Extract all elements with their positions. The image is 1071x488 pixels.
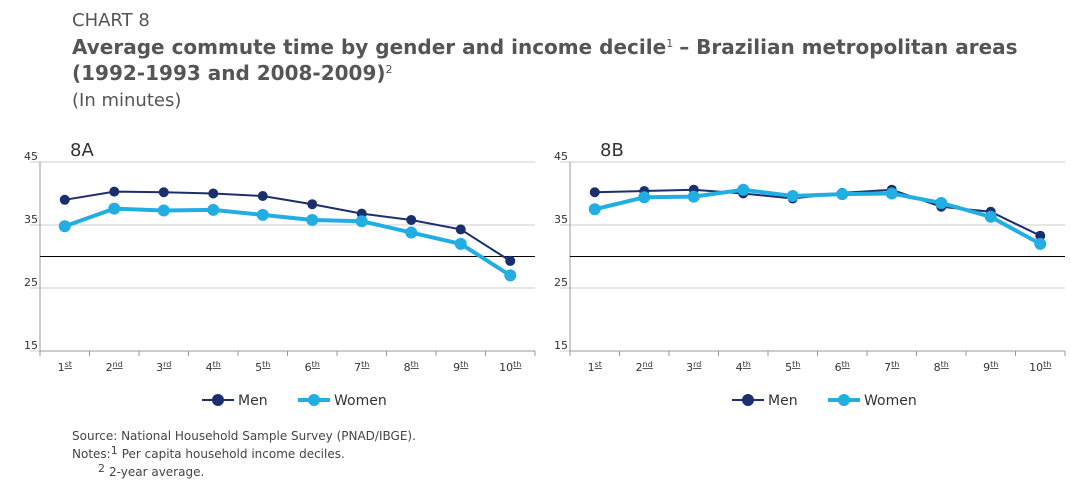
series-line xyxy=(64,206,512,278)
point xyxy=(885,187,898,200)
unit: (In minutes) xyxy=(72,90,181,111)
title-note: 1 xyxy=(666,37,673,50)
title-note: 2 xyxy=(386,63,393,76)
legend-label: Women xyxy=(334,393,387,409)
x-tick-label: 5th xyxy=(255,360,270,374)
x-tick-label: 6th xyxy=(305,360,320,374)
x-tick-label: 3rd xyxy=(156,360,171,374)
y-tick-label: 35 xyxy=(24,213,38,226)
x-tick-label: 1st xyxy=(588,360,602,374)
y-tick-label: 15 xyxy=(554,339,568,352)
point xyxy=(504,269,517,282)
legend-swatch xyxy=(742,394,754,406)
x-tick-label: 10th xyxy=(1029,360,1051,374)
y-tick-label: 25 xyxy=(554,276,568,289)
point xyxy=(455,224,466,235)
title-text: – Brazilian metropolitan areas xyxy=(679,35,1017,59)
x-tick-label: 2nd xyxy=(636,360,653,374)
point xyxy=(454,237,467,250)
point xyxy=(208,188,219,199)
x-tick-label: 3rd xyxy=(686,360,701,374)
note: 2-year average. xyxy=(109,465,204,479)
point xyxy=(786,190,799,203)
point xyxy=(588,203,601,216)
x-tick-label: 5th xyxy=(785,360,800,374)
point xyxy=(109,186,120,197)
series-line xyxy=(64,190,511,262)
legend-swatch xyxy=(212,394,224,406)
y-tick-label: 15 xyxy=(24,339,38,352)
point xyxy=(157,204,170,217)
note-mark: 2 xyxy=(98,462,105,475)
x-tick-label: 8th xyxy=(934,360,949,374)
legend-label: Men xyxy=(238,393,268,409)
source: Source: National Household Sample Survey… xyxy=(72,429,416,443)
title-text: (1992-1993 and 2008-2009) xyxy=(72,61,386,85)
point xyxy=(307,199,318,210)
y-tick-label: 35 xyxy=(554,213,568,226)
x-tick-label: 7th xyxy=(884,360,899,374)
point xyxy=(256,208,269,221)
point xyxy=(638,191,651,204)
x-tick-label: 9th xyxy=(453,360,468,374)
point xyxy=(158,187,169,198)
chart-title: (1992-1993 and 2008-2009)2 xyxy=(72,61,393,85)
chart-title: Average commute time by gender and incom… xyxy=(72,35,1018,59)
point xyxy=(58,220,71,233)
point xyxy=(836,188,849,201)
panel-title: 8B xyxy=(600,140,624,161)
y-tick-label: 45 xyxy=(554,150,568,163)
x-tick-label: 9th xyxy=(983,360,998,374)
point xyxy=(589,187,600,198)
legend-swatch xyxy=(308,394,320,406)
point xyxy=(59,194,70,205)
x-tick-label: 4th xyxy=(736,360,751,374)
point xyxy=(687,190,700,203)
point xyxy=(207,203,220,216)
point xyxy=(355,215,368,228)
legend-swatch xyxy=(838,394,850,406)
x-tick-label: 10th xyxy=(499,360,521,374)
x-tick-label: 1st xyxy=(58,360,72,374)
point xyxy=(935,196,948,209)
x-tick-label: 7th xyxy=(354,360,369,374)
y-tick-label: 45 xyxy=(24,150,38,163)
notes-label: Notes: xyxy=(72,447,111,461)
point xyxy=(257,191,268,202)
panel-title: 8A xyxy=(70,140,94,161)
x-tick-label: 8th xyxy=(404,360,419,374)
notes: Notes:1 Per capita household income decil… xyxy=(72,444,345,461)
y-tick-label: 25 xyxy=(24,276,38,289)
x-tick-label: 4th xyxy=(206,360,221,374)
notes: 2 2-year average. xyxy=(98,462,204,479)
legend-label: Men xyxy=(768,393,798,409)
point xyxy=(737,183,750,196)
point xyxy=(505,255,516,266)
point xyxy=(108,202,121,215)
point xyxy=(984,210,997,223)
point xyxy=(1034,237,1047,250)
title-text: Average commute time by gender and incom… xyxy=(72,35,666,59)
note: Per capita household income deciles. xyxy=(122,447,345,461)
point xyxy=(306,213,319,226)
note-mark: 1 xyxy=(111,444,118,457)
x-tick-label: 6th xyxy=(835,360,850,374)
series-line xyxy=(594,187,1042,246)
point xyxy=(406,214,417,225)
x-tick-label: 2nd xyxy=(106,360,123,374)
point xyxy=(405,226,418,239)
chart-label: CHART 8 xyxy=(72,10,150,31)
legend-label: Women xyxy=(864,393,917,409)
point xyxy=(1035,230,1046,241)
